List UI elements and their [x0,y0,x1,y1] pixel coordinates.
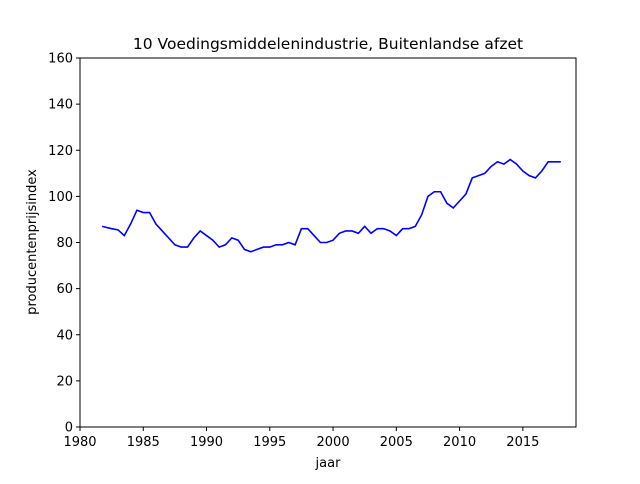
y-axis-label: producentenprijsindex [25,169,40,315]
y-tick-label: 80 [56,236,73,251]
x-tick-label: 1985 [127,435,160,450]
y-tick-label: 140 [48,98,73,113]
x-tick-label: 1980 [63,435,96,450]
x-tick-label: 2000 [317,435,350,450]
x-tick-label: 2005 [380,435,413,450]
x-tick-label: 2015 [506,435,539,450]
y-tick-label: 100 [48,190,73,205]
y-tick-label: 60 [56,282,73,297]
y-tick-label: 120 [48,144,73,159]
y-tick-label: 20 [56,374,73,389]
x-tick-label: 1995 [253,435,286,450]
y-tick-label: 40 [56,328,73,343]
x-axis-label: jaar [315,456,342,471]
x-tick-label: 1990 [190,435,223,450]
y-tick-label: 0 [65,421,73,436]
data-line [101,158,561,253]
x-tick-label: 2010 [443,435,476,450]
chart-title: 10 Voedingsmiddelenindustrie, Buitenland… [133,35,523,53]
y-tick-label: 160 [48,52,73,67]
